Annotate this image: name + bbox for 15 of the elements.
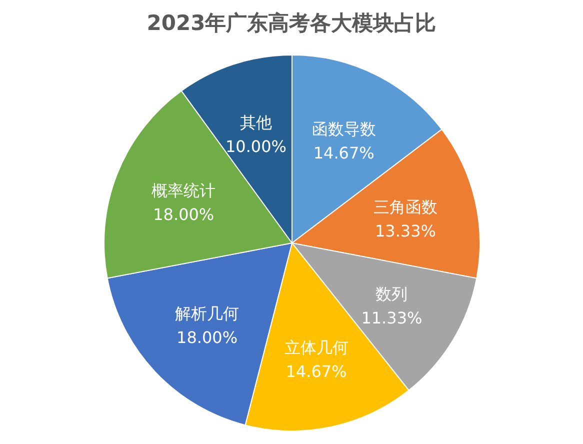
slice-label: 函数导数 bbox=[312, 120, 376, 139]
data-label: 10.00% bbox=[225, 137, 286, 156]
chart-title: 2023年广东高考各大模块占比 bbox=[146, 11, 436, 35]
slice-label: 其他 bbox=[240, 113, 272, 132]
slice-label: 概率统计 bbox=[152, 181, 216, 200]
data-label: 14.67% bbox=[313, 144, 374, 163]
slice-label: 三角函数 bbox=[373, 197, 438, 216]
slice-label: 数列 bbox=[376, 284, 408, 304]
slice-label: 解析几何 bbox=[175, 304, 240, 323]
data-label: 18.00% bbox=[176, 328, 238, 347]
data-label: 14.67% bbox=[286, 362, 347, 382]
data-label: 13.33% bbox=[374, 221, 436, 240]
data-label: 18.00% bbox=[153, 205, 214, 224]
slice-label: 立体几何 bbox=[284, 338, 348, 358]
data-label: 11.33% bbox=[361, 308, 422, 328]
